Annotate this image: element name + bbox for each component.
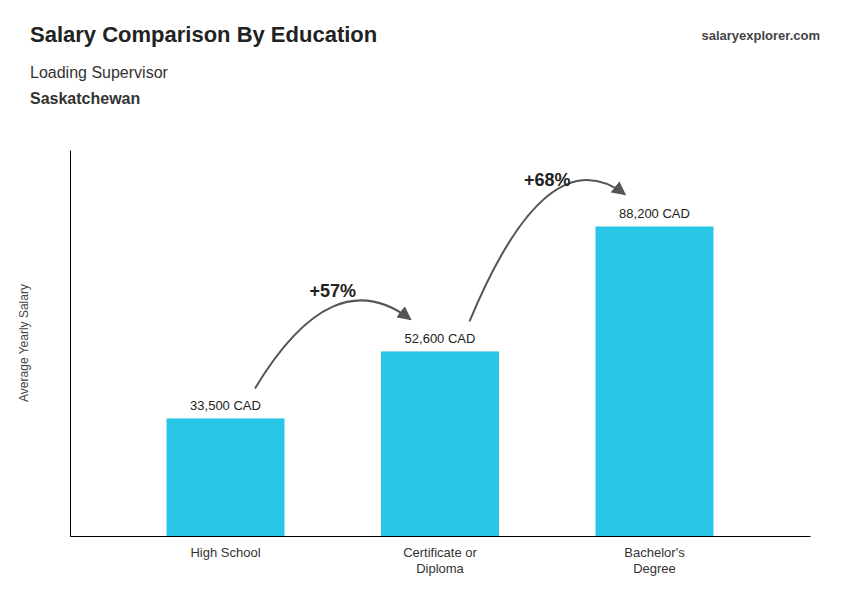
x-tick-label-line: Certificate or (403, 545, 477, 560)
y-axis-line (70, 151, 71, 537)
annotations: +57% +68% (255, 170, 625, 388)
x-tick: Bachelor'sDegree (624, 536, 685, 576)
data-label: 33,500 CAD (190, 398, 261, 413)
plot: High School Certificate orDiploma Bachelor… (71, 151, 811, 577)
x-tick: High School (190, 536, 260, 560)
x-tick-label-line: High School (190, 545, 260, 560)
y-axis (70, 151, 71, 537)
bars (167, 226, 714, 536)
x-tick-label-line: Bachelor's (624, 545, 685, 560)
watermark: salaryexplorer.com (701, 28, 820, 43)
x-tick-label-line: Degree (633, 561, 676, 576)
data-label: 88,200 CAD (619, 206, 690, 221)
bar (596, 226, 714, 536)
arrow (469, 180, 625, 322)
x-axis: High School Certificate orDiploma Bachelor… (71, 536, 811, 576)
annotation: +57% (309, 281, 356, 301)
subtitle: Saskatchewan (30, 90, 140, 107)
x-tick-label: Bachelor'sDegree (624, 545, 685, 576)
subtitle: Loading Supervisor (30, 64, 169, 81)
bar (167, 418, 285, 536)
title: Salary Comparison By Education (30, 22, 377, 47)
data-labels: 33,500 CAD 52,600 CAD 88,200 CAD (190, 206, 690, 413)
x-tick-label: High School (190, 545, 260, 560)
arrow (255, 300, 411, 388)
watermark-part: explorer (739, 28, 790, 43)
x-tick: Certificate orDiploma (403, 536, 477, 576)
x-tick-label-line: Diploma (416, 561, 464, 576)
x-tick-label: Certificate orDiploma (403, 545, 477, 576)
data-label: 52,600 CAD (405, 331, 476, 346)
annotation: +68% (524, 170, 571, 190)
watermark-part: salary (701, 28, 739, 43)
y-axis-title: Average Yearly Salary (17, 284, 31, 402)
x-axis-line (71, 536, 811, 537)
bar (381, 351, 499, 536)
chart-svg: Salary Comparison By Education salaryexpl… (0, 0, 850, 606)
watermark-part: .com (790, 28, 820, 43)
